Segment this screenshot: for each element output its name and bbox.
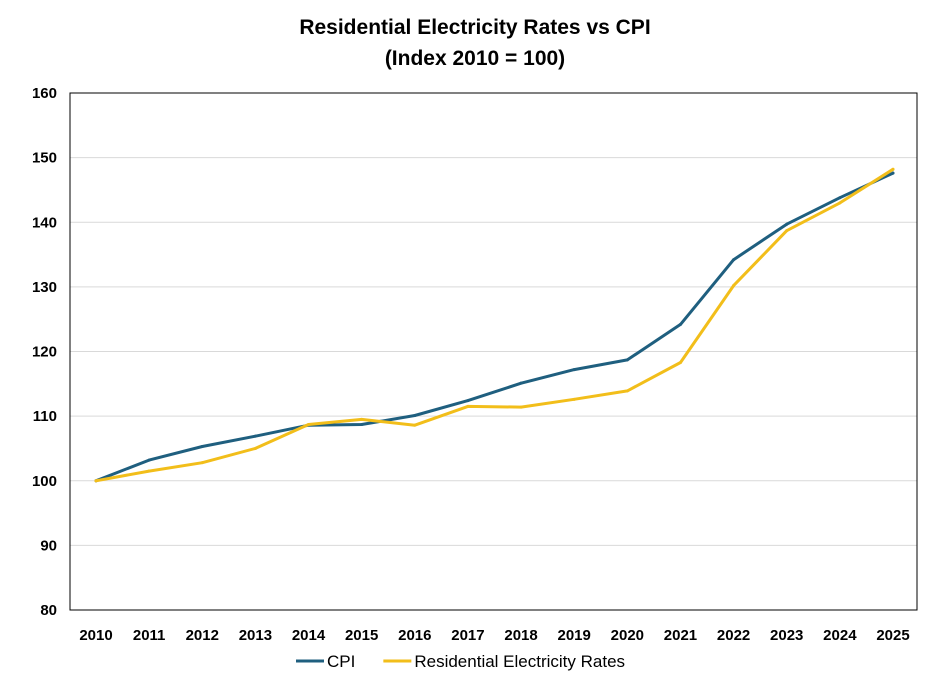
y-tick-label-130: 130	[32, 279, 57, 296]
x-tick-label-2014: 2014	[292, 627, 326, 644]
data-point-residential-electricity-rates-2012	[200, 461, 204, 465]
legend-item-cpi: CPI	[296, 652, 355, 671]
data-point-residential-electricity-rates-2010	[94, 479, 98, 483]
data-point-residential-electricity-rates-2020	[625, 389, 629, 393]
data-point-residential-electricity-rates-2019	[572, 397, 576, 401]
x-tick-label-2010: 2010	[79, 627, 112, 644]
legend-label-cpi: CPI	[327, 652, 355, 671]
x-tick-label-2021: 2021	[664, 627, 697, 644]
x-tick-label-2024: 2024	[823, 627, 857, 644]
x-tick-label-2015: 2015	[345, 627, 378, 644]
data-point-cpi-2011	[147, 458, 151, 462]
data-point-cpi-2025	[891, 171, 895, 175]
data-point-residential-electricity-rates-2024	[838, 201, 842, 205]
x-tick-label-2025: 2025	[876, 627, 909, 644]
data-point-residential-electricity-rates-2011	[147, 469, 151, 473]
data-point-cpi-2016	[413, 413, 417, 417]
y-tick-label-120: 120	[32, 344, 57, 361]
y-axis: 80 90 100 110 120 130 140 150 160	[32, 85, 57, 619]
series-points-cpi	[94, 171, 895, 483]
data-point-cpi-2020	[625, 358, 629, 362]
data-point-residential-electricity-rates-2015	[360, 417, 364, 421]
data-point-cpi-2024	[838, 196, 842, 200]
grid-layer	[70, 157, 917, 546]
x-tick-label-2022: 2022	[717, 627, 750, 644]
legend: CPI Residential Electricity Rates	[296, 652, 625, 671]
plot-area-frame	[69, 92, 918, 611]
x-tick-label-2016: 2016	[398, 627, 431, 644]
data-point-residential-electricity-rates-2022	[732, 284, 736, 288]
chart-title: Residential Electricity Rates vs CPI	[299, 16, 650, 39]
data-point-cpi-2021	[678, 322, 682, 326]
x-tick-label-2018: 2018	[504, 627, 537, 644]
data-point-residential-electricity-rates-2013	[253, 446, 257, 450]
y-tick-label-150: 150	[32, 150, 57, 167]
chart-subtitle: (Index 2010 = 100)	[385, 47, 565, 70]
series-line-cpi	[94, 171, 895, 483]
y-tick-label-90: 90	[40, 537, 57, 554]
data-point-residential-electricity-rates-2018	[519, 405, 523, 409]
data-point-cpi-2017	[466, 399, 470, 403]
data-point-cpi-2019	[572, 368, 576, 372]
data-point-cpi-2023	[785, 222, 789, 226]
data-point-residential-electricity-rates-2021	[678, 360, 682, 364]
legend-item-residential-electricity-rates: Residential Electricity Rates	[383, 652, 625, 671]
x-axis: 2010 2011 2012 2013 2014 2015 2016 2017 2018 2019…	[79, 627, 909, 644]
x-tick-label-2020: 2020	[611, 627, 644, 644]
data-point-cpi-2022	[732, 258, 736, 262]
data-point-cpi-2013	[253, 434, 257, 438]
x-tick-label-2012: 2012	[186, 627, 219, 644]
series-points-residential-electricity-rates	[94, 167, 895, 483]
series-layer	[94, 167, 895, 483]
data-point-residential-electricity-rates-2017	[466, 404, 470, 408]
x-tick-label-2013: 2013	[239, 627, 272, 644]
data-point-cpi-2015	[360, 423, 364, 427]
x-tick-label-2023: 2023	[770, 627, 803, 644]
data-point-cpi-2018	[519, 381, 523, 385]
y-tick-label-100: 100	[32, 473, 57, 490]
x-tick-label-2019: 2019	[558, 627, 591, 644]
data-point-residential-electricity-rates-2025	[891, 167, 895, 171]
data-point-residential-electricity-rates-2014	[307, 423, 311, 427]
legend-label-residential-electricity-rates: Residential Electricity Rates	[414, 652, 625, 671]
data-point-residential-electricity-rates-2016	[413, 423, 417, 427]
data-point-cpi-2012	[200, 444, 204, 448]
y-tick-label-160: 160	[32, 85, 57, 102]
series-line-residential-electricity-rates	[94, 167, 895, 483]
x-tick-label-2011: 2011	[133, 627, 166, 644]
x-tick-label-2017: 2017	[451, 627, 484, 644]
y-tick-label-110: 110	[33, 408, 57, 425]
data-point-residential-electricity-rates-2023	[785, 229, 789, 233]
y-tick-label-80: 80	[40, 602, 57, 619]
y-tick-label-140: 140	[32, 214, 57, 231]
